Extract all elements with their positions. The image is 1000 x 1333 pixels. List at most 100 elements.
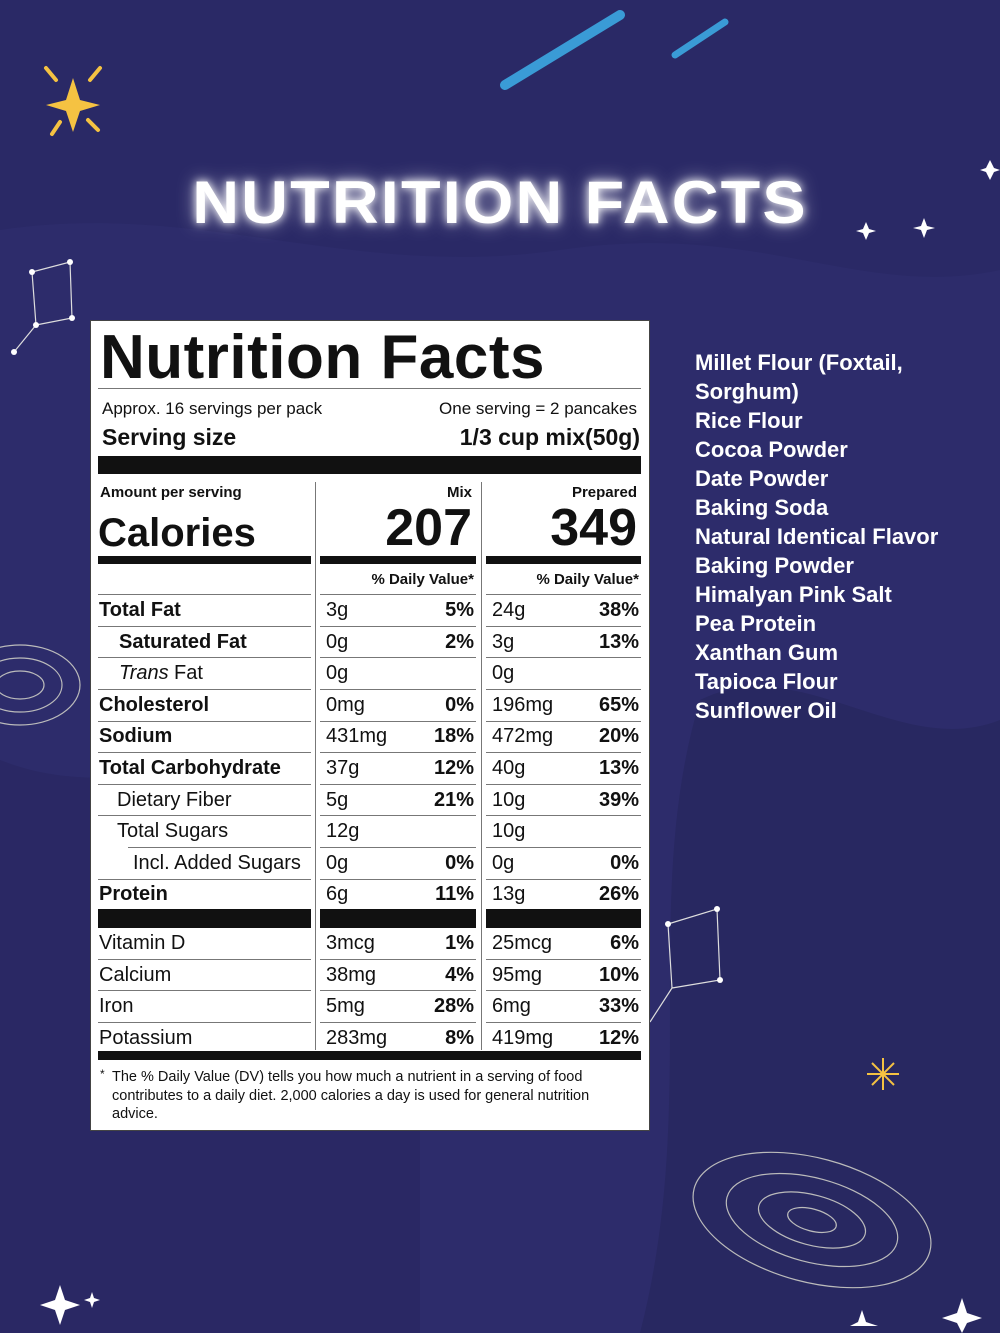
rule [486, 625, 641, 627]
row-name: Total Sugars [117, 820, 229, 843]
row-name: Fat [174, 662, 203, 685]
ingredient: Baking Powder [695, 553, 854, 578]
daily-value: 33% [598, 995, 639, 1018]
rule [98, 815, 311, 817]
column-divider [481, 482, 482, 1050]
row-name: Cholesterol [99, 693, 210, 716]
amount: 0g [326, 662, 349, 685]
rule [98, 958, 311, 960]
ingredient: Millet Flour (Foxtail, Sorghum) [695, 350, 903, 404]
daily-value: 1% [445, 932, 474, 954]
amount: 10g [492, 788, 526, 811]
ingredient: Himalyan Pink Salt [695, 582, 892, 607]
daily-value: 18% [433, 725, 474, 748]
amount: 40g [492, 757, 526, 779]
amount: 5g [326, 788, 349, 811]
rule [486, 720, 641, 722]
daily-value: 38% [598, 599, 639, 621]
amount: 12g [326, 820, 360, 843]
daily-value: 0% [445, 693, 474, 716]
amount: 5mg [326, 995, 365, 1018]
servings-per-pack: Approx. 16 servings per pack [102, 398, 323, 418]
rule [320, 878, 476, 880]
calories-rule [486, 556, 641, 564]
rule [98, 990, 311, 992]
amount: 3g [492, 630, 515, 653]
rule [98, 594, 311, 595]
ingredients-list: Millet Flour (Foxtail, Sorghum) Rice Flou… [695, 348, 995, 725]
amount: 196mg [492, 693, 554, 716]
daily-value: 8% [445, 1026, 474, 1049]
ingredient: Rice Flour [695, 408, 803, 433]
calories-value: 207 [385, 498, 472, 557]
rule [320, 815, 476, 817]
serving-size: 1/3 cup mix(50g) [459, 424, 640, 451]
daily-value: 11% [435, 883, 474, 906]
rule [128, 847, 311, 848]
serving-size-label: Serving size [102, 424, 237, 451]
rule [486, 990, 641, 992]
rule [98, 878, 311, 880]
rule [486, 689, 641, 690]
row-name: Total Carbohydrate [99, 757, 281, 779]
calories-rule [98, 556, 311, 564]
thick-rule [98, 456, 641, 474]
daily-value: 21% [433, 788, 474, 811]
amount: 0mg [326, 693, 365, 716]
rule [320, 657, 476, 659]
daily-value: 12% [598, 1026, 639, 1049]
ingredient: Cocoa Powder [695, 437, 848, 462]
thick-rule [486, 909, 641, 928]
amount: 95mg [492, 963, 543, 986]
rule [486, 958, 641, 960]
footnote: The % Daily Value (DV) tells you how muc… [112, 1069, 590, 1122]
rule [98, 657, 311, 659]
ingredient: Natural Identical Flavor [695, 524, 939, 549]
amount: 0g [492, 851, 515, 874]
amount: 6g [326, 883, 349, 906]
amount: 10g [492, 820, 526, 843]
rule [320, 720, 476, 722]
ingredient: Sunflower Oil [695, 698, 837, 723]
ingredient: Baking Soda [695, 495, 829, 520]
ingredient: Date Powder [695, 466, 829, 491]
rule [98, 689, 311, 690]
row-name: Vitamin D [99, 932, 186, 954]
row-name: Incl. Added Sugars [133, 851, 301, 874]
serving-note: One serving = 2 pancakes [439, 398, 637, 418]
rule [320, 594, 476, 595]
row-name: Protein [99, 883, 168, 906]
calories-value: 349 [550, 498, 637, 557]
dv-header: % Daily Value* [371, 571, 474, 588]
row-name: Potassium [99, 1026, 193, 1049]
amount: 472mg [492, 725, 554, 748]
column-name: Prepared [571, 484, 637, 501]
amount: 13g [492, 883, 526, 906]
column-divider [315, 482, 316, 1050]
daily-value: 28% [433, 995, 474, 1018]
amount: 38mg [326, 963, 377, 986]
row-name: Calcium [99, 963, 172, 986]
dv-header: % Daily Value* [536, 571, 639, 588]
amount: 6mg [492, 995, 531, 1018]
amount: 37g [326, 757, 360, 779]
daily-value: 0% [610, 851, 639, 874]
daily-value: 26% [598, 883, 639, 906]
row-name: Sodium [99, 725, 173, 748]
daily-value: 12% [433, 757, 474, 779]
amount: 3mcg [326, 932, 375, 954]
daily-value: 20% [598, 725, 639, 748]
thick-rule [320, 909, 476, 928]
calories-rule [320, 556, 476, 564]
rule [320, 752, 476, 754]
footnote-mark: * [100, 1066, 105, 1081]
thick-rule [98, 909, 311, 928]
rule [320, 689, 476, 690]
rule [486, 878, 641, 880]
nutrition-label [90, 320, 650, 1131]
thick-rule [98, 1051, 641, 1060]
daily-value: 10% [598, 963, 639, 986]
rule [98, 752, 311, 754]
daily-value: 13% [598, 630, 639, 653]
daily-value: 0% [445, 851, 474, 874]
